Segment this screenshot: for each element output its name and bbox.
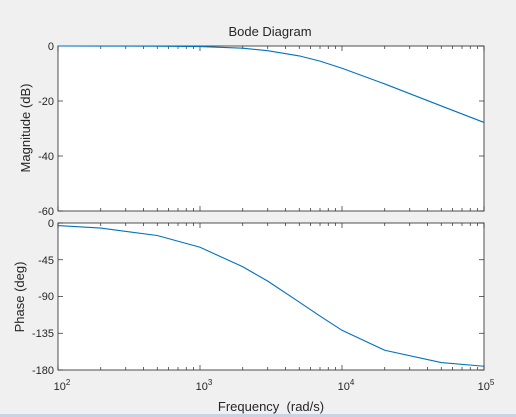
phase-axis-label: Phase (deg) [12,262,27,333]
phase-ytick-label: -180 [32,365,54,377]
xtick-label: 103 [196,378,213,393]
phase-ticks [57,222,485,371]
xtick-label: 104 [338,378,355,393]
magnitude-ytick-label: -60 [38,206,54,218]
magnitude-axes: 0 -20 -40 -60 Magnitude (dB) [18,41,485,218]
magnitude-axis-label: Magnitude (dB) [18,84,33,173]
phase-ytick-label: -45 [38,255,54,267]
chart-title: Bode Diagram [228,24,311,39]
magnitude-series-line [57,45,485,123]
phase-axes: 0 -45 -90 -135 -180 Phase (deg) [12,218,485,377]
x-tick-labels: 102 103 104 105 [54,378,495,393]
window-bottom-border [0,414,516,417]
phase-series-line [57,224,485,367]
magnitude-ytick-label: -20 [38,96,54,108]
phase-ytick-label: -135 [32,328,54,340]
x-axis-label: Frequency (rad/s) [218,399,324,414]
xtick-label: 105 [478,378,495,393]
phase-plot-area [57,222,485,371]
magnitude-ytick-label: 0 [48,41,54,53]
xtick-label: 102 [54,378,71,393]
phase-ytick-label: -90 [38,291,54,303]
magnitude-ytick-label: -40 [38,151,54,163]
magnitude-plot-area [57,45,485,212]
phase-ytick-label: 0 [48,218,54,230]
